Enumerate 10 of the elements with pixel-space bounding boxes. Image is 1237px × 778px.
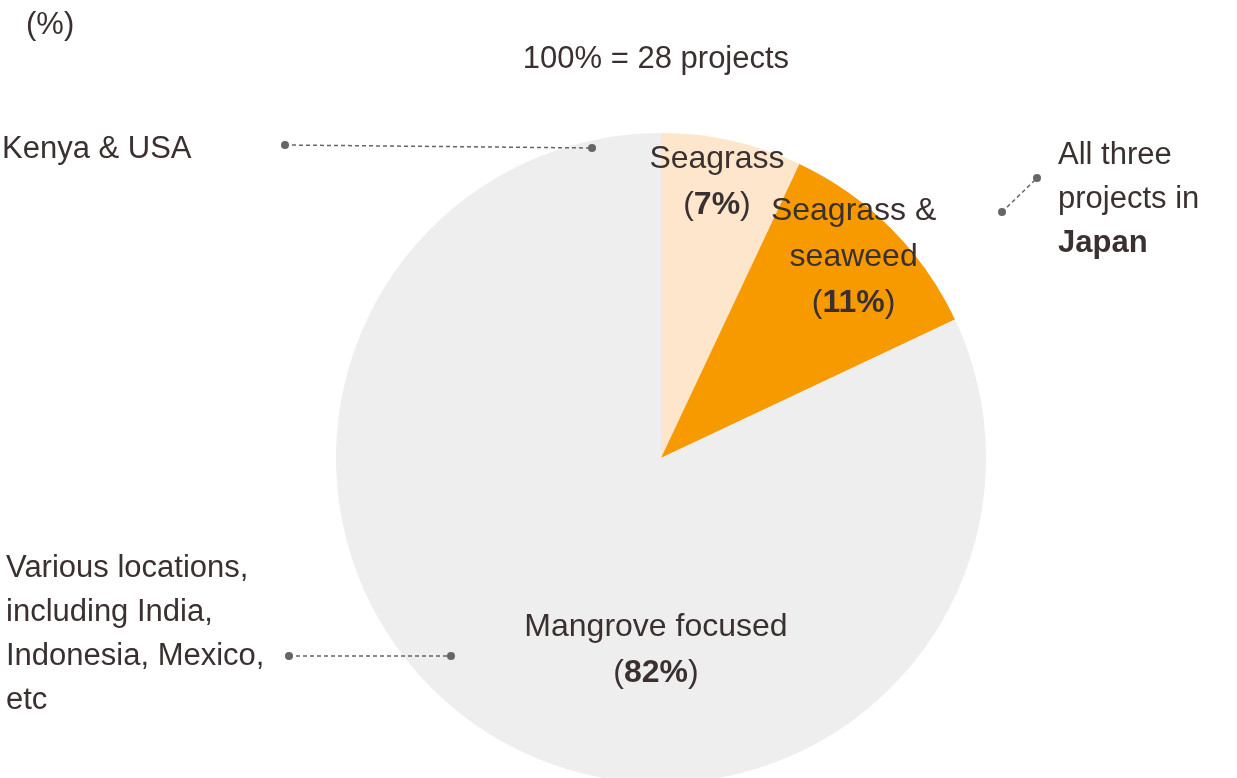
slice-label: Mangrove focused [524,607,788,643]
data-label: (11%) [811,283,896,320]
chart-subtitle: 100% = 28 projects [521,39,791,77]
data-label: (7%) [683,185,751,222]
slice-label: Seagrass [649,139,785,176]
text: (%) [26,5,75,43]
text: Kenya & USA [2,129,192,167]
text: All three projects in Japan [1058,135,1201,261]
text: Various locations, including India, Indonesia, Mexico, etc [6,548,266,718]
data-label: (82%) [613,653,699,689]
